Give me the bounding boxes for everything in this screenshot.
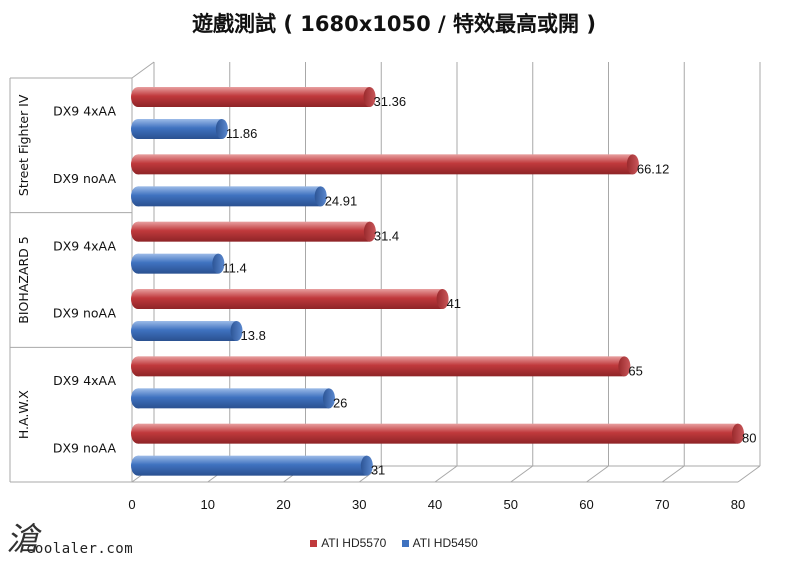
gridline-floor [510, 465, 534, 483]
x-tick-label: 70 [655, 497, 669, 512]
gridline-floor [586, 465, 609, 483]
bar-cap-right-hd5450 [230, 321, 243, 341]
bar-hd5570 [138, 356, 625, 377]
category-label: DX9 4xAA [53, 238, 116, 253]
legend-item-hd5570: ATI HD5570 [310, 536, 386, 550]
gridline-floor [737, 465, 761, 483]
watermark-text: coolaler.com [26, 541, 134, 557]
x-tick-label: 20 [276, 497, 290, 512]
bar-cap-right-hd5450 [314, 186, 327, 207]
bar-cap-right-hd5570 [363, 87, 376, 107]
axis-layer: 0 10 20 30 40 50 60 70 80 Street Fighter IV DX9 4x… [9, 77, 745, 512]
data-label-hd5450: 26 [333, 395, 347, 410]
data-label-hd5570: 80 [742, 431, 756, 446]
grid-layer [131, 61, 761, 483]
bar-cap-right-hd5450 [215, 119, 228, 139]
bar-hd5450 [138, 253, 219, 274]
bar-hd5570 [138, 154, 633, 175]
bar-cap-right-hd5570 [436, 289, 449, 309]
bar-hd5450 [138, 455, 367, 476]
x-tick-label: 40 [428, 497, 442, 512]
data-label-hd5450: 11.86 [226, 126, 258, 141]
watermark-logo: 滄 [6, 520, 39, 558]
x-tick-label: 30 [352, 497, 366, 512]
bar-hd5450 [138, 388, 329, 409]
data-label-hd5450: 24.91 [325, 193, 358, 208]
legend-label-hd5570: ATI HD5570 [321, 536, 387, 550]
bar-layer [131, 87, 744, 476]
group-label: Street Fighter IV [16, 94, 31, 196]
category-label: DX9 4xAA [53, 104, 116, 119]
data-label-hd5450: 11.4 [222, 261, 246, 276]
x-tick-label: 0 [128, 497, 135, 512]
data-label-hd5450: 31 [371, 463, 385, 478]
bar-cap-right-hd5570 [363, 221, 376, 242]
x-tick-label: 80 [731, 497, 745, 512]
category-label: DX9 noAA [53, 171, 117, 186]
data-label-hd5570: 31.36 [374, 94, 407, 109]
wall-top-edge [131, 61, 155, 79]
bar-hd5570 [138, 87, 370, 107]
bar-cap-right-hd5570 [618, 356, 631, 377]
bar-hd5450 [138, 119, 222, 139]
data-label-hd5450: 13.8 [241, 328, 266, 343]
bar-cap-right-hd5450 [322, 388, 335, 409]
x-tick-label: 50 [504, 497, 518, 512]
bar-cap-right-hd5570 [732, 423, 744, 444]
bar-hd5570 [138, 221, 370, 242]
group-label: BIOHAZARD 5 [16, 236, 31, 323]
category-label: DX9 4xAA [53, 373, 116, 388]
bar-hd5570 [138, 423, 738, 444]
data-label-hd5570: 41 [447, 296, 461, 311]
label-layer: 31.36 11.86 66.12 24.91 31.4 11.4 41 13.8 65 26 80… [222, 94, 756, 478]
x-tick-label: 10 [201, 497, 215, 512]
x-tick-label: 60 [579, 497, 593, 512]
bar-cap-right-hd5570 [626, 154, 639, 175]
legend: ATI HD5570 ATI HD5450 [0, 536, 788, 550]
gridline-floor [661, 465, 685, 483]
chart-title: 遊戲測試 ( 1680x1050 / 特效最高或開 ) [192, 12, 596, 36]
group-label: H.A.W.X [16, 390, 31, 439]
bar-hd5570 [138, 289, 443, 309]
gridline-floor [434, 465, 458, 483]
legend-label-hd5450: ATI HD5450 [412, 536, 478, 550]
legend-swatch-hd5450 [401, 540, 409, 547]
bar-hd5450 [138, 186, 321, 207]
gridline-floor [358, 465, 382, 483]
category-label: DX9 noAA [53, 440, 117, 455]
legend-swatch-hd5570 [310, 540, 318, 547]
data-label-hd5570: 31.4 [374, 229, 399, 244]
bar-cap-right-hd5450 [212, 253, 225, 274]
bar-hd5450 [138, 321, 237, 341]
legend-item-hd5450: ATI HD5450 [401, 536, 478, 550]
bar-cap-right-hd5450 [360, 455, 373, 476]
category-label: DX9 noAA [53, 306, 117, 321]
data-label-hd5570: 65 [628, 363, 642, 378]
data-label-hd5570: 66.12 [637, 161, 670, 176]
